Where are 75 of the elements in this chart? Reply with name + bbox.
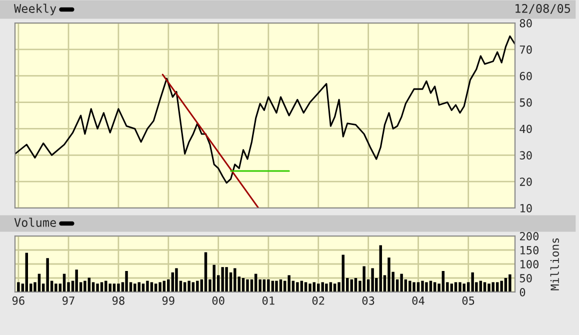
bar: [117, 284, 120, 292]
bar: [84, 280, 86, 292]
bar: [379, 245, 382, 292]
y-tick-label: 80: [520, 19, 532, 28]
bar: [267, 279, 270, 292]
bar: [138, 282, 140, 292]
bar: [421, 280, 424, 292]
y-tick-label: 150: [520, 246, 539, 254]
bar: [288, 275, 290, 292]
x-tick-label: 00: [212, 296, 224, 305]
y-tick-label: 60: [520, 72, 532, 80]
x-tick-label: 04: [412, 296, 424, 305]
y-axis-title: Millions: [550, 238, 560, 290]
bar: [225, 267, 228, 292]
bar: [400, 274, 403, 292]
line-series: [15, 35, 515, 184]
x-tick-label: 98: [112, 296, 124, 305]
bar: [221, 267, 224, 292]
bar: [146, 280, 149, 292]
y-tick-label: 20: [520, 178, 532, 186]
text: 12/08/05: [516, 4, 570, 14]
bar: [196, 280, 199, 292]
x-tick-label: 02: [312, 296, 324, 305]
bar: [492, 282, 494, 292]
y-tick-label: 50: [520, 98, 532, 107]
bar: [96, 284, 99, 292]
bar: [296, 282, 299, 292]
bar: [362, 266, 366, 292]
bar: [108, 284, 112, 292]
bar: [234, 268, 236, 292]
bar: [425, 282, 428, 292]
y-tick-label: 200: [520, 232, 539, 240]
bar: [471, 272, 474, 292]
bar: [500, 280, 503, 292]
bar: [46, 258, 49, 292]
y-tick-label: 0: [520, 288, 526, 296]
bar: [325, 284, 328, 292]
bar: [371, 268, 374, 292]
y-tick-label: 100: [520, 260, 539, 268]
y-tick-label: 40: [520, 124, 532, 134]
y-tick-label: 70: [520, 45, 532, 54]
bar: [54, 284, 58, 292]
bar: [308, 284, 312, 292]
bar: [17, 282, 20, 292]
y-tick-label: 10: [520, 204, 532, 212]
bar: [458, 282, 462, 292]
bar: [125, 271, 128, 292]
chart-title: Weekly: [14, 4, 56, 16]
x-tick-label: 03: [362, 296, 374, 305]
bar: [175, 268, 178, 292]
bar: [321, 282, 324, 292]
bar: [212, 264, 216, 292]
bar: [412, 282, 416, 292]
bar: [88, 278, 91, 292]
x-tick-label: 05: [462, 296, 474, 305]
bar: [75, 270, 78, 292]
bar: [188, 280, 190, 292]
x-tick-label: 97: [62, 296, 74, 305]
y-tick-label: 30: [520, 151, 532, 160]
y-tick-label: 50: [520, 274, 532, 282]
bar: [204, 252, 208, 292]
bar: [275, 280, 278, 292]
bar: [388, 258, 390, 292]
bar: [488, 284, 490, 292]
bar: [158, 282, 162, 292]
bar: [350, 279, 353, 292]
bar: [462, 284, 466, 292]
x-tick-label: 96: [12, 296, 24, 305]
x-tick-label: 01: [262, 296, 274, 305]
bar: [508, 274, 512, 292]
bar: [25, 252, 28, 292]
bar: [246, 279, 249, 292]
x-tick-label: 99: [162, 296, 174, 305]
bar: [408, 280, 412, 292]
chart-title: Volume: [14, 218, 56, 227]
